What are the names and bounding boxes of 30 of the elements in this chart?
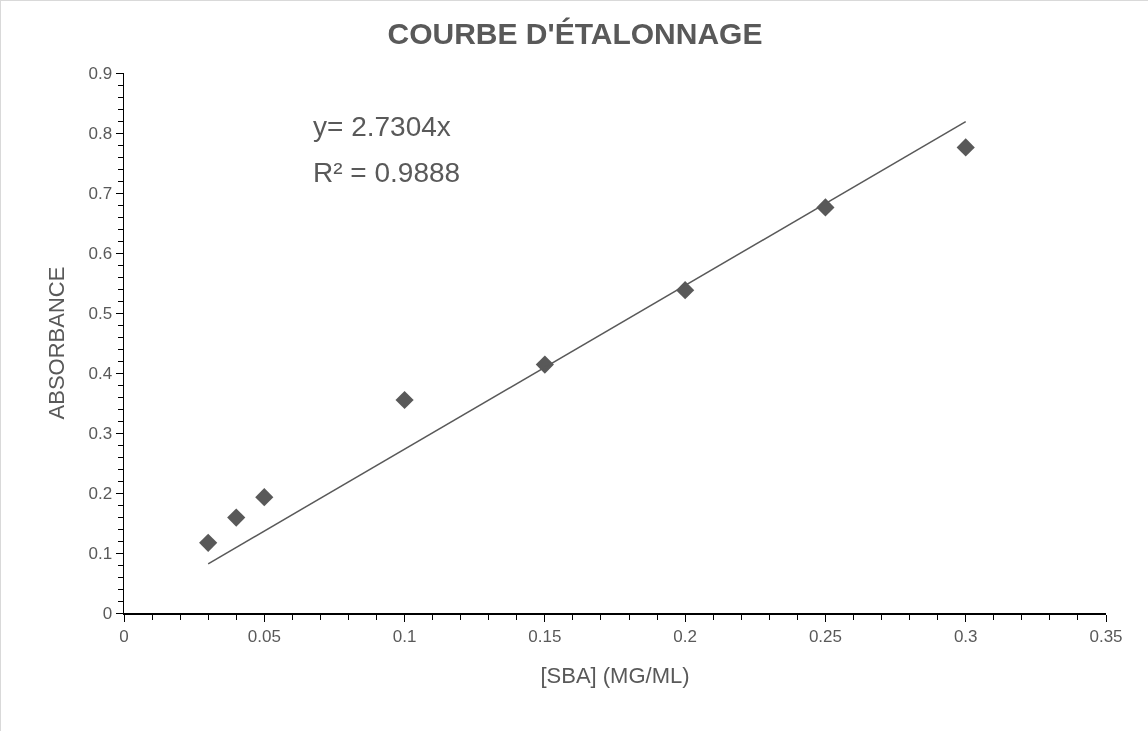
chart-title: COURBE D'ÉTALONNAGE xyxy=(387,17,763,51)
x-tick-label: 0.1 xyxy=(392,626,417,646)
x-tick-label: 0.35 xyxy=(1089,626,1123,646)
y-tick-label: 0.1 xyxy=(88,543,113,563)
x-tick-label: 0.2 xyxy=(673,626,697,646)
y-tick-label: 0.4 xyxy=(88,363,113,383)
y-tick-label: 0.3 xyxy=(88,423,113,443)
y-tick-label: 0.5 xyxy=(88,303,113,323)
annotation: y= 2.7304x xyxy=(313,111,451,142)
y-tick-label: 0 xyxy=(102,603,113,623)
x-tick-label: 0.25 xyxy=(808,626,842,646)
y-tick-label: 0.6 xyxy=(88,243,113,263)
y-tick-label: 0.7 xyxy=(88,183,113,203)
point xyxy=(956,138,975,157)
point xyxy=(227,508,246,527)
point xyxy=(255,488,274,507)
annotation: R² = 0.9888 xyxy=(313,157,461,188)
x-axis-title: [SBA] (MG/ML) xyxy=(540,662,690,688)
y-tick-label: 0.8 xyxy=(88,123,113,143)
point xyxy=(199,533,218,552)
point xyxy=(676,281,695,300)
point xyxy=(395,390,414,410)
x-tick-label: 0 xyxy=(119,626,129,646)
y-tick-label: 0.9 xyxy=(88,63,113,83)
x-tick-label: 0.15 xyxy=(528,626,562,646)
x-tick-label: 0.3 xyxy=(953,626,978,646)
x-tick-label: 0.05 xyxy=(247,626,281,646)
y-axis-title: ABSORBANCE xyxy=(43,266,69,420)
y-tick-label: 0.2 xyxy=(88,483,113,503)
point xyxy=(816,198,835,217)
